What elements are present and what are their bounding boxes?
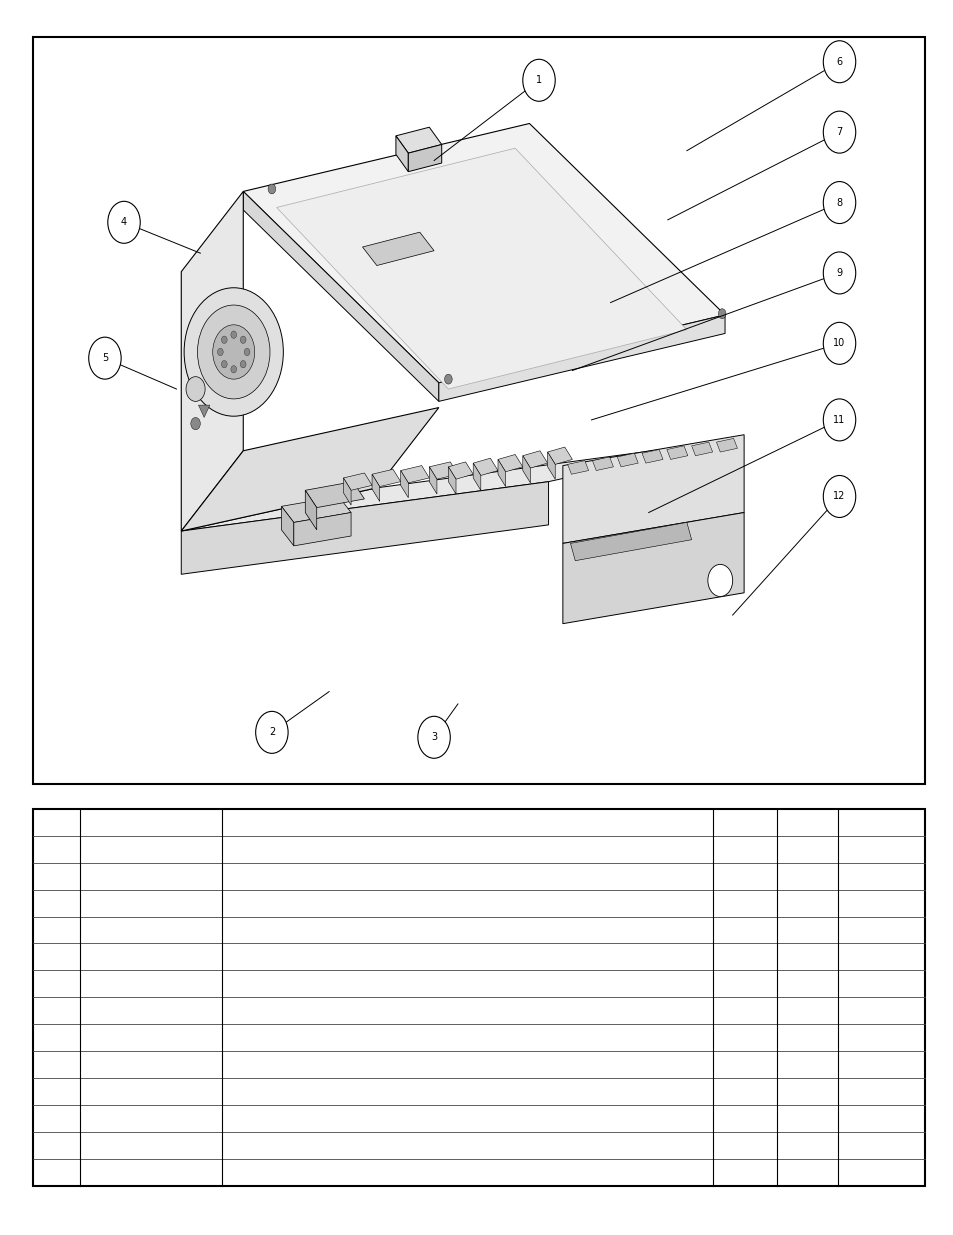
Circle shape [108, 201, 140, 243]
Polygon shape [641, 450, 662, 463]
Circle shape [240, 361, 246, 368]
Polygon shape [522, 451, 547, 468]
Polygon shape [181, 408, 438, 531]
Circle shape [822, 182, 855, 224]
Bar [33, 37, 924, 784]
Text: 1: 1 [536, 75, 541, 85]
Polygon shape [562, 435, 743, 543]
Polygon shape [281, 496, 351, 522]
Circle shape [822, 322, 855, 364]
Polygon shape [343, 478, 351, 505]
Circle shape [244, 348, 250, 356]
Circle shape [822, 252, 855, 294]
Polygon shape [562, 513, 743, 624]
Polygon shape [400, 471, 408, 498]
Polygon shape [276, 148, 686, 389]
Polygon shape [429, 467, 436, 494]
Polygon shape [305, 482, 364, 508]
Circle shape [522, 59, 555, 101]
Polygon shape [592, 457, 613, 471]
Circle shape [822, 399, 855, 441]
Polygon shape [372, 469, 400, 487]
Polygon shape [473, 458, 497, 475]
Polygon shape [408, 144, 441, 172]
Text: 4: 4 [121, 217, 127, 227]
Text: 11: 11 [833, 415, 844, 425]
Polygon shape [372, 474, 379, 501]
Polygon shape [281, 506, 294, 546]
Circle shape [89, 337, 121, 379]
Polygon shape [547, 452, 555, 479]
Polygon shape [570, 522, 691, 561]
Circle shape [707, 564, 732, 597]
Circle shape [822, 475, 855, 517]
Polygon shape [448, 467, 456, 494]
Circle shape [718, 309, 725, 319]
Polygon shape [691, 442, 712, 456]
Polygon shape [497, 459, 505, 487]
Polygon shape [181, 482, 548, 574]
Circle shape [197, 305, 270, 399]
Polygon shape [522, 456, 530, 483]
Polygon shape [448, 462, 473, 479]
Text: 8: 8 [836, 198, 841, 207]
Polygon shape [400, 466, 429, 483]
Circle shape [213, 325, 254, 379]
Text: 3: 3 [431, 732, 436, 742]
Polygon shape [716, 438, 737, 452]
Text: 6: 6 [836, 57, 841, 67]
Circle shape [255, 711, 288, 753]
Circle shape [444, 374, 452, 384]
Circle shape [822, 41, 855, 83]
Polygon shape [305, 490, 316, 530]
Polygon shape [181, 438, 743, 531]
Polygon shape [438, 315, 724, 401]
Polygon shape [617, 453, 638, 467]
Circle shape [221, 361, 227, 368]
Circle shape [184, 288, 283, 416]
Polygon shape [666, 446, 687, 459]
Polygon shape [343, 473, 372, 490]
Text: 5: 5 [102, 353, 108, 363]
Polygon shape [181, 191, 243, 531]
Text: 7: 7 [836, 127, 841, 137]
Polygon shape [567, 461, 588, 474]
Circle shape [268, 184, 275, 194]
Circle shape [231, 366, 236, 373]
Polygon shape [243, 191, 438, 401]
Bar [33, 809, 924, 1186]
Circle shape [417, 716, 450, 758]
Polygon shape [429, 462, 457, 479]
Polygon shape [395, 127, 441, 153]
Polygon shape [497, 454, 522, 472]
Polygon shape [294, 513, 351, 546]
Polygon shape [395, 136, 408, 172]
Circle shape [221, 336, 227, 343]
Text: 9: 9 [836, 268, 841, 278]
Circle shape [186, 377, 205, 401]
Polygon shape [547, 447, 572, 464]
Text: 12: 12 [833, 492, 844, 501]
Circle shape [240, 336, 246, 343]
Polygon shape [362, 232, 434, 266]
Polygon shape [198, 405, 210, 417]
Circle shape [822, 111, 855, 153]
Polygon shape [243, 124, 724, 383]
Text: 2: 2 [269, 727, 274, 737]
Circle shape [231, 331, 236, 338]
Text: 10: 10 [833, 338, 844, 348]
Circle shape [191, 417, 200, 430]
Circle shape [217, 348, 223, 356]
Polygon shape [473, 463, 480, 490]
